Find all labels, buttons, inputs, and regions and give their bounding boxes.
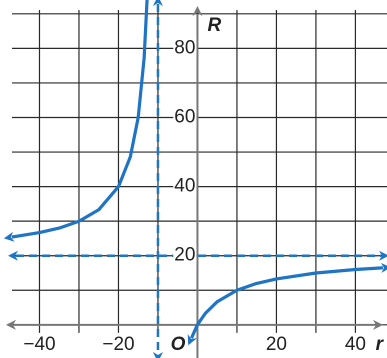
origin-label: O — [171, 334, 186, 355]
curve — [187, 262, 387, 346]
y-axis-label: R — [207, 15, 221, 36]
plot — [3, 0, 387, 358]
x-tick-label: 40 — [345, 334, 366, 355]
grid — [12, 10, 387, 333]
label-bg — [21, 333, 58, 355]
label-bg — [173, 244, 197, 266]
label-bg — [263, 333, 289, 355]
x-axis-label: r — [376, 334, 385, 355]
y-tick-label: 20 — [174, 245, 195, 266]
label-bg — [173, 37, 197, 59]
x-tick-label: 20 — [266, 334, 287, 355]
label-bg — [173, 175, 197, 197]
x-tick-label: −40 — [23, 334, 55, 355]
label-bg — [100, 333, 137, 355]
label-bg — [342, 333, 368, 355]
labels: −40 −20 20 40 20 40 60 80 O r R — [21, 15, 385, 355]
x-tick-label: −20 — [102, 334, 134, 355]
label-bg — [173, 106, 197, 128]
curve — [3, 0, 156, 242]
y-tick-label: 60 — [174, 107, 195, 128]
y-tick-label: 80 — [174, 37, 195, 58]
y-tick-label: 40 — [174, 176, 195, 197]
